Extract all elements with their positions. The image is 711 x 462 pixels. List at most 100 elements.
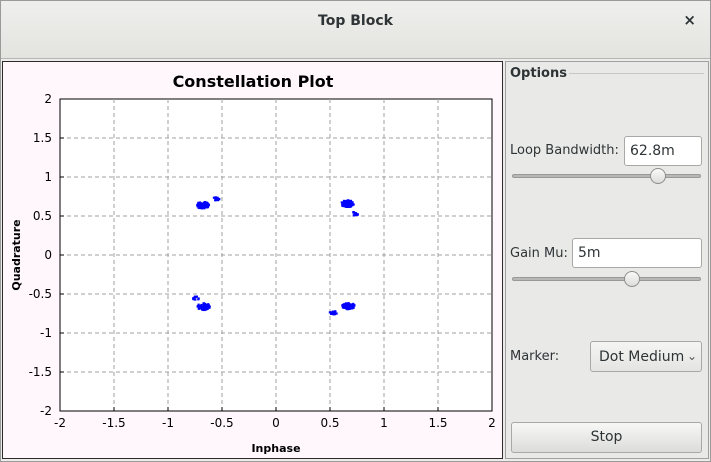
constellation-point	[352, 211, 355, 214]
constellation-point	[203, 308, 206, 312]
constellation-point	[350, 306, 353, 310]
constellation-point	[351, 201, 354, 204]
constellation-point	[349, 304, 352, 308]
constellation-point	[199, 202, 202, 205]
x-tick-label: -1.5	[102, 416, 125, 430]
constellation-point	[342, 203, 345, 206]
plot-pane: Constellation Plot -2 -1.5 -1 -0.5 0 0.5 1 1.5 2…	[2, 61, 503, 459]
constellation-point	[202, 304, 206, 308]
constellation-point	[348, 203, 351, 206]
close-icon[interactable]: ×	[683, 11, 696, 29]
y-tick-label: 0.5	[33, 209, 52, 223]
constellation-point	[193, 295, 197, 298]
constellation-point	[333, 310, 336, 313]
constellation-point	[353, 213, 357, 216]
constellation-point	[330, 312, 333, 315]
constellation-point	[202, 201, 206, 204]
constellation-point	[200, 204, 203, 207]
loop-bandwidth-slider-handle[interactable]	[650, 168, 666, 184]
constellation-point	[201, 202, 204, 205]
y-tick-label: 0	[44, 248, 52, 262]
x-tick-label: 1.5	[428, 416, 447, 430]
y-tick-label: 2	[44, 92, 52, 106]
y-tick-label: 1.5	[33, 131, 52, 145]
constellation-point	[204, 202, 208, 205]
gain-mu-slider-handle[interactable]	[624, 271, 640, 287]
constellation-point	[199, 205, 202, 208]
constellation-plot: Constellation Plot -2 -1.5 -1 -0.5 0 0.5 1 1.5 2…	[10, 72, 496, 455]
constellation-point	[200, 303, 203, 307]
constellation-point	[205, 307, 208, 310]
constellation-point	[335, 312, 338, 315]
constellation-point	[199, 206, 203, 210]
constellation-point	[197, 303, 200, 306]
constellation-point	[201, 307, 204, 310]
constellation-point	[200, 305, 203, 308]
constellation-point	[352, 306, 355, 309]
marker-label: Marker:	[510, 349, 560, 364]
constellation-point	[342, 204, 345, 207]
constellation-point	[345, 306, 349, 309]
constellation-point	[196, 305, 199, 308]
chart-title: Constellation Plot	[173, 72, 334, 91]
title-bar[interactable]: Top Block ×	[1, 1, 710, 59]
constellation-point	[329, 311, 332, 314]
constellation-point	[196, 203, 199, 206]
gain-mu-slider[interactable]	[512, 277, 701, 281]
constellation-point	[346, 199, 350, 202]
constellation-point	[343, 303, 346, 306]
constellation-point	[216, 198, 219, 201]
options-group-label: Options	[510, 66, 569, 81]
constellation-point	[202, 302, 205, 305]
loop-bandwidth-input[interactable]: 62.8m	[624, 136, 702, 166]
constellation-point	[353, 304, 356, 307]
x-tick-label: 0	[272, 416, 280, 430]
constellation-point	[207, 304, 210, 307]
constellation-point	[340, 201, 343, 204]
gain-mu-input[interactable]: 5m	[572, 238, 702, 268]
options-panel: Options Loop Bandwidth: 62.8m Gain Mu: 5…	[505, 61, 709, 459]
constellation-point	[204, 302, 207, 306]
y-tick-labels: 2 1.5 1 0.5 0 -0.5 -1 -1.5 -2	[29, 92, 52, 418]
loop-bandwidth-slider[interactable]	[512, 174, 701, 178]
x-tick-label: 2	[488, 416, 496, 430]
constellation-point	[347, 205, 350, 208]
constellation-point	[356, 213, 359, 216]
scatter-points	[192, 196, 359, 316]
gain-mu-label: Gain Mu:	[510, 246, 568, 261]
x-tick-labels: -2 -1.5 -1 -0.5 0 0.5 1 1.5 2	[54, 416, 496, 430]
constellation-point	[341, 303, 344, 307]
marker-dropdown[interactable]: Dot Medium ⌄	[590, 341, 702, 372]
constellation-point	[348, 307, 351, 310]
constellation-point	[197, 307, 200, 310]
y-tick-label: -2	[40, 404, 52, 418]
constellation-point	[204, 203, 208, 207]
constellation-point	[352, 214, 355, 217]
constellation-point	[350, 202, 353, 205]
constellation-point	[342, 199, 346, 203]
constellation-point	[347, 308, 350, 311]
constellation-point	[200, 205, 203, 208]
y-tick-label: -1	[40, 326, 52, 340]
x-tick-label: 0.5	[320, 416, 339, 430]
constellation-point	[216, 196, 219, 199]
constellation-point	[351, 204, 354, 207]
constellation-point	[343, 306, 346, 310]
constellation-point	[347, 304, 351, 307]
constellation-point	[349, 199, 353, 203]
constellation-point	[332, 313, 335, 316]
chevron-down-icon: ⌄	[686, 349, 697, 363]
constellation-point	[208, 305, 211, 308]
constellation-point	[333, 313, 336, 316]
constellation-point	[344, 204, 347, 207]
constellation-point	[196, 205, 199, 208]
stop-button[interactable]: Stop	[511, 422, 702, 453]
constellation-point	[199, 307, 203, 310]
constellation-point	[331, 310, 334, 313]
constellation-point	[342, 201, 345, 204]
constellation-point	[348, 205, 351, 208]
constellation-point	[214, 199, 217, 202]
constellation-point	[206, 201, 209, 205]
constellation-point	[344, 201, 347, 204]
